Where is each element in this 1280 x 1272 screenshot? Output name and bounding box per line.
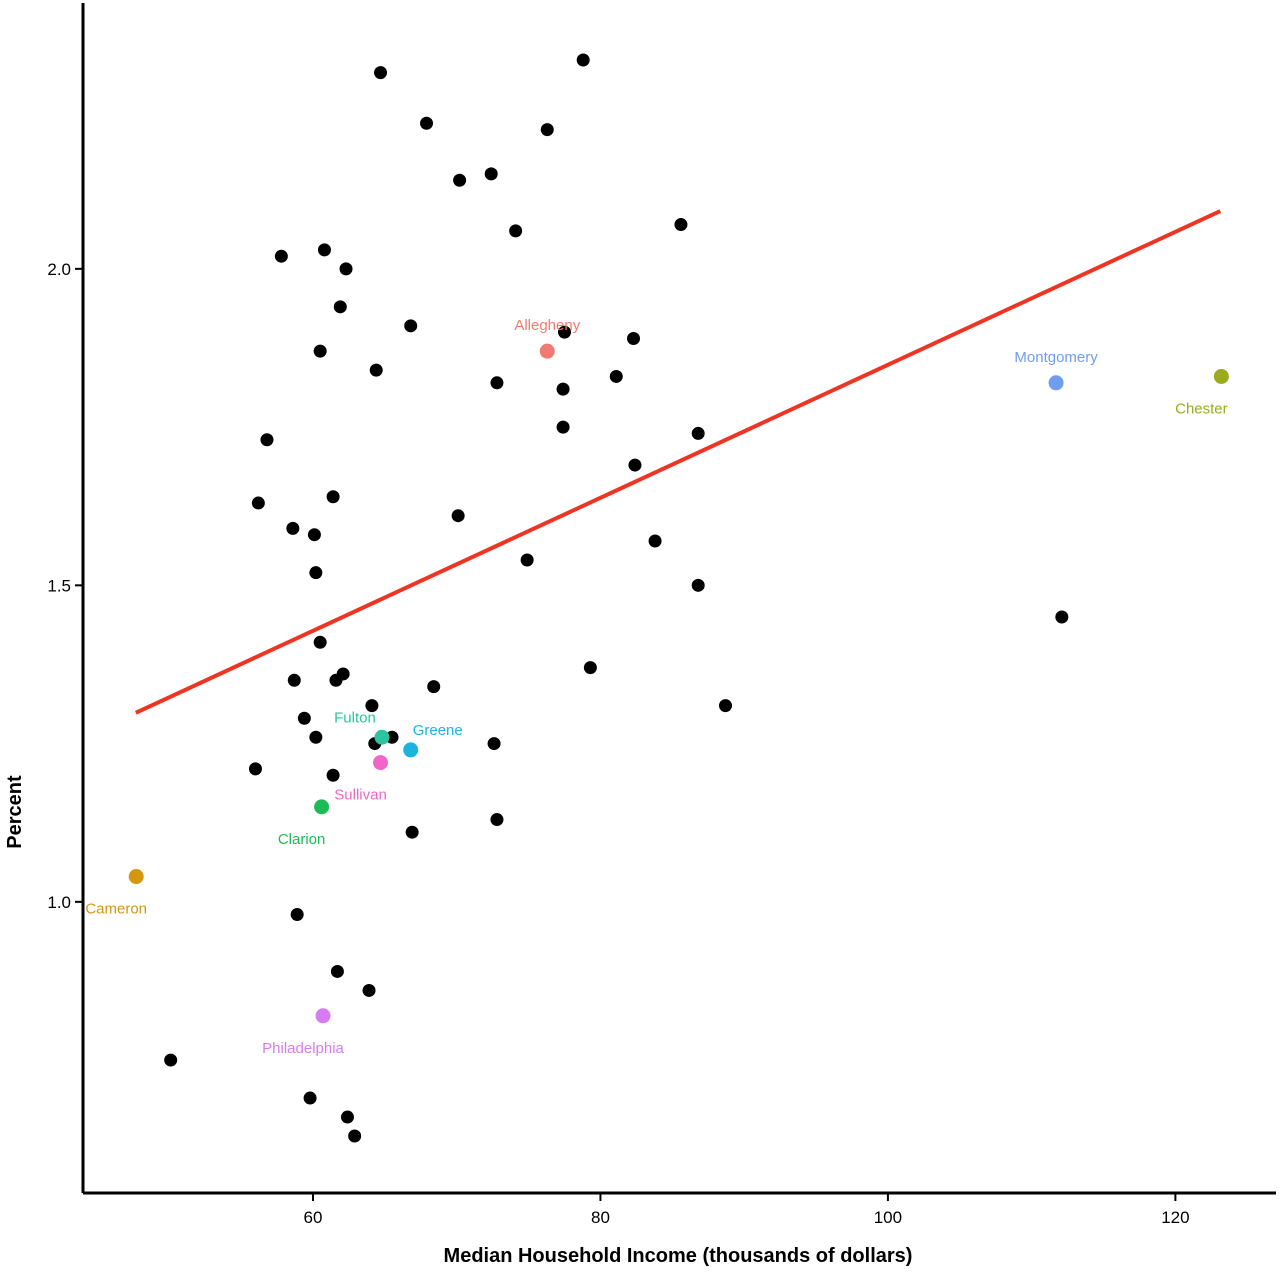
- highlight-label-fulton: Fulton: [334, 709, 376, 726]
- x-tick-label: 60: [304, 1208, 323, 1227]
- data-point: [405, 825, 419, 839]
- data-point: [718, 699, 732, 713]
- data-point: [490, 813, 504, 827]
- data-point: [290, 907, 304, 921]
- data-point: [648, 534, 662, 548]
- data-point: [576, 53, 590, 67]
- data-point: [674, 218, 688, 232]
- trend-line-group: [134, 209, 1222, 715]
- data-point: [336, 667, 350, 681]
- x-tick-label: 120: [1161, 1208, 1189, 1227]
- y-axis-title: Percent: [4, 775, 26, 849]
- highlight-point-philadelphia: [315, 1008, 331, 1024]
- data-point: [287, 673, 301, 687]
- data-point: [627, 331, 641, 345]
- data-point: [691, 426, 705, 440]
- data-point: [404, 319, 418, 333]
- data-point: [330, 964, 344, 978]
- data-point: [340, 1110, 354, 1124]
- data-point: [248, 762, 262, 776]
- data-point: [326, 490, 340, 504]
- y-tick-label: 2.0: [47, 260, 71, 279]
- data-point: [509, 224, 523, 238]
- data-points: [164, 53, 1069, 1143]
- highlight-label-allegheny: Allegheny: [514, 317, 580, 334]
- y-tick-label: 1.0: [47, 893, 71, 912]
- data-point: [309, 730, 323, 744]
- highlight-point-greene: [403, 742, 419, 758]
- highlight-point-fulton: [374, 729, 390, 745]
- data-point: [309, 566, 323, 580]
- data-point: [609, 369, 623, 383]
- data-point: [274, 249, 288, 263]
- data-point: [326, 768, 340, 782]
- highlight-label-cameron: Cameron: [85, 901, 147, 918]
- highlight-label-chester: Chester: [1175, 400, 1228, 417]
- data-point: [369, 363, 383, 377]
- highlight-label-sullivan: Sullivan: [334, 787, 387, 804]
- trend-line: [134, 209, 1222, 715]
- highlighted-points: Allegheny Montgomery Chester Fulton Greene Su…: [85, 317, 1229, 1057]
- data-point: [420, 116, 434, 130]
- data-point: [374, 66, 388, 80]
- data-point: [484, 167, 498, 181]
- data-point: [251, 496, 265, 510]
- data-point: [164, 1053, 178, 1067]
- y-tick-label: 1.5: [47, 576, 71, 595]
- data-point: [313, 635, 327, 649]
- data-point: [348, 1129, 362, 1143]
- highlight-point-allegheny: [539, 343, 555, 359]
- data-point: [385, 730, 399, 744]
- data-point: [451, 509, 465, 523]
- data-point: [333, 300, 347, 314]
- data-point: [540, 123, 554, 137]
- data-point: [1055, 610, 1069, 624]
- data-point: [317, 243, 331, 257]
- data-point: [313, 344, 327, 358]
- highlight-point-clarion: [314, 799, 330, 815]
- data-point: [303, 1091, 317, 1105]
- data-point: [628, 458, 642, 472]
- x-axis-title: Median Household Income (thousands of do…: [444, 1245, 913, 1267]
- highlight-point-cameron: [128, 869, 144, 885]
- data-point: [297, 711, 311, 725]
- data-point: [556, 382, 570, 396]
- data-point: [556, 420, 570, 434]
- data-point: [286, 521, 300, 535]
- highlight-label-greene: Greene: [413, 722, 463, 739]
- x-tick-label: 100: [874, 1208, 902, 1227]
- highlight-point-montgomery: [1048, 375, 1064, 391]
- data-point: [260, 433, 274, 447]
- data-point: [339, 262, 353, 276]
- highlight-point-sullivan: [373, 755, 389, 771]
- highlight-label-montgomery: Montgomery: [1014, 349, 1098, 366]
- data-point: [487, 737, 501, 751]
- data-point: [307, 528, 321, 542]
- x-tick-label: 80: [591, 1208, 610, 1227]
- highlight-label-clarion: Clarion: [278, 831, 326, 848]
- axes: [81, 3, 1276, 1195]
- data-point: [490, 376, 504, 390]
- highlight-point-chester: [1213, 368, 1229, 384]
- data-point: [365, 699, 379, 713]
- data-point: [691, 578, 705, 592]
- highlight-label-philadelphia: Philadelphia: [262, 1040, 344, 1057]
- axis-ticks: 60 80 100 120 1.0 1.5 2.0: [47, 260, 1189, 1227]
- data-point: [558, 325, 572, 339]
- data-point: [583, 661, 597, 675]
- data-point: [453, 173, 467, 187]
- data-point: [520, 553, 534, 567]
- data-point: [362, 983, 376, 997]
- data-point: [427, 680, 441, 694]
